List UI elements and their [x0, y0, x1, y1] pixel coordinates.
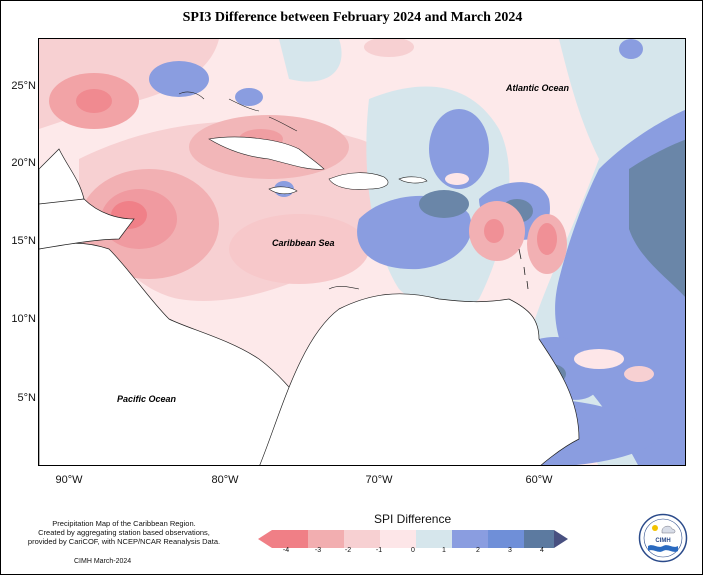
legend-swatch [524, 530, 554, 548]
credit-text: Precipitation Map of the Caribbean Regio… [27, 519, 221, 546]
caribbean-sea-label: Caribbean Sea [272, 238, 335, 248]
pacific-ocean-label: Pacific Ocean [117, 394, 177, 404]
legend-swatch [452, 530, 488, 548]
lat-label-5n: 5°N [17, 392, 36, 404]
legend-tick: 1 [442, 547, 446, 554]
legend-tick: -4 [282, 547, 290, 554]
lon-label-90w: 90°W [55, 474, 83, 486]
lat-label-20n: 20°N [11, 157, 36, 169]
legend-tick: -1 [375, 547, 383, 554]
lon-label-60w: 60°W [525, 474, 553, 486]
legend-tick: 4 [540, 547, 544, 554]
legend-arrow-left [258, 530, 272, 548]
legend-swatch [344, 530, 380, 548]
spi-difference-field [39, 39, 685, 465]
legend-title: SPI Difference [374, 512, 452, 526]
lat-label-15n: 15°N [11, 235, 36, 247]
legend-tick: 0 [411, 547, 415, 554]
map-title: SPI3 Difference between February 2024 an… [182, 10, 523, 25]
logo-text: CIMH [655, 538, 670, 544]
credit-date: CIMH March-2024 [74, 558, 132, 565]
legend-arrow-right [554, 530, 568, 548]
lon-label-70w: 70°W [365, 474, 393, 486]
lat-label-10n: 10°N [11, 313, 36, 325]
lon-label-80w: 80°W [211, 474, 239, 486]
legend-swatch [272, 530, 308, 548]
legend-tick: -3 [314, 547, 322, 554]
legend-color-bar [258, 530, 568, 548]
legend-swatch [380, 530, 416, 548]
legend-swatch [308, 530, 344, 548]
legend-swatch [416, 530, 452, 548]
lat-label-25n: 25°N [11, 80, 36, 92]
legend-tick: 3 [508, 547, 512, 554]
legend-swatch [488, 530, 524, 548]
legend-tick: 2 [476, 547, 480, 554]
cimh-logo-icon: CIMH [638, 513, 688, 563]
atlantic-ocean-label: Atlantic Ocean [506, 83, 570, 93]
map-area: Atlantic Ocean Caribbean Sea Pacific Oce… [38, 38, 686, 466]
legend-tick: -2 [344, 547, 352, 554]
